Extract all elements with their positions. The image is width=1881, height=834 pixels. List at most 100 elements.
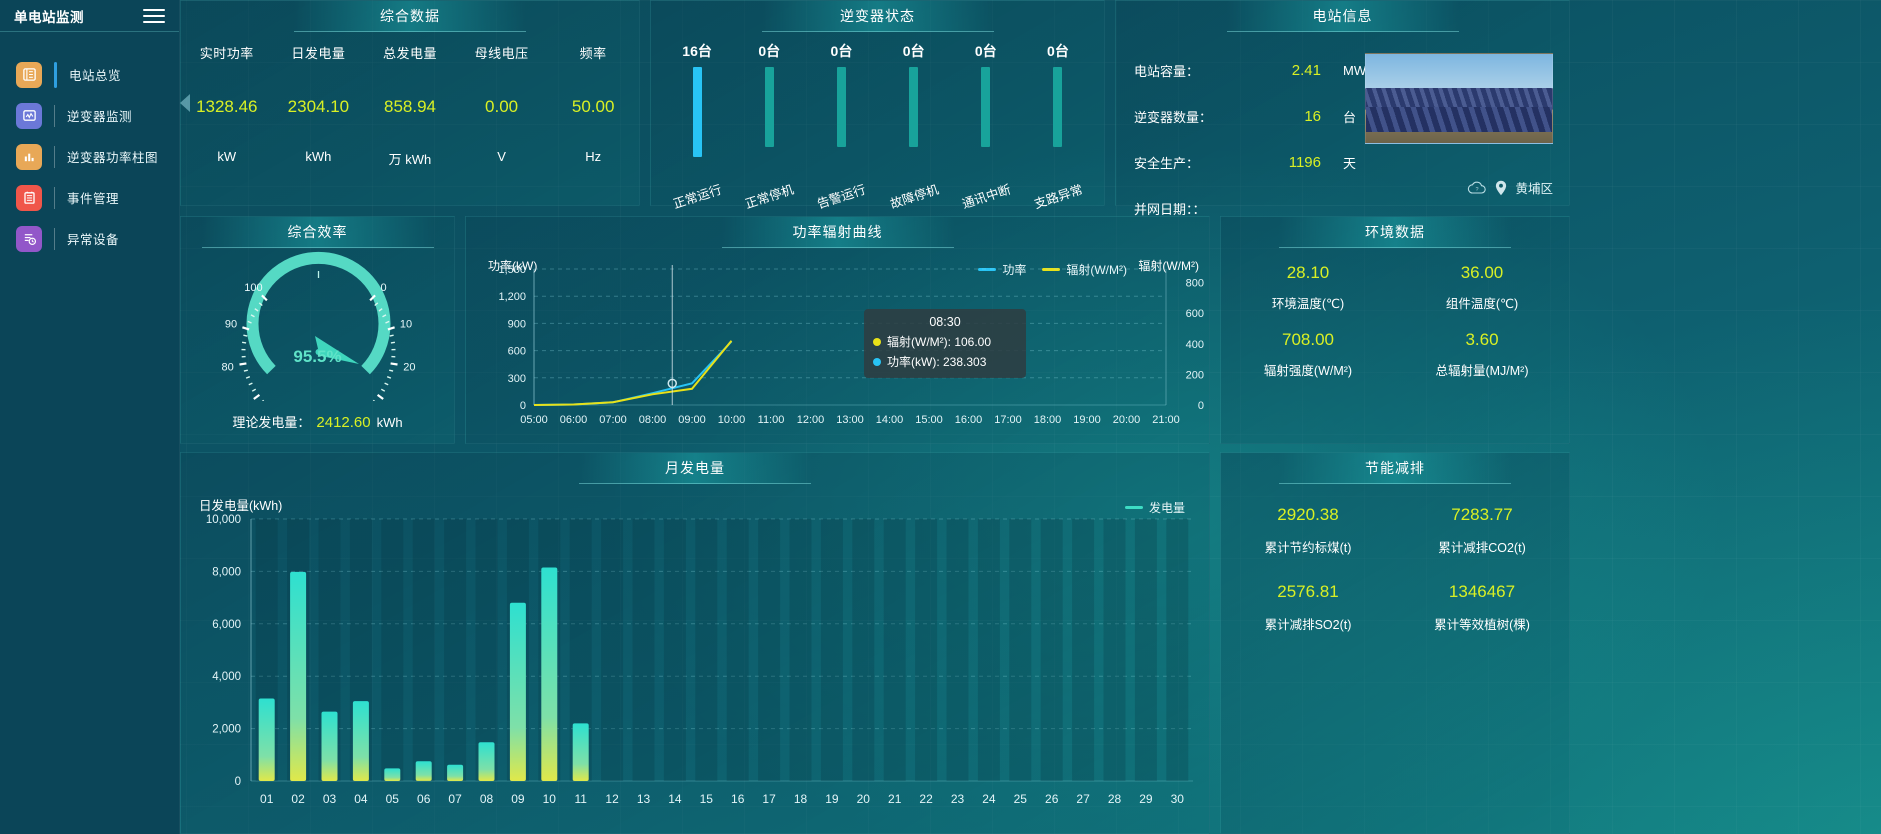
- savings-value: 7283.77: [1451, 505, 1513, 524]
- metric-value: 1328.46: [196, 97, 258, 116]
- tooltip-marker: [667, 378, 677, 389]
- svg-text:?: ?: [1476, 187, 1479, 193]
- column-band: [1009, 519, 1032, 781]
- column-band: [1134, 519, 1157, 781]
- main-content: 综合数据 实时功率 1328.46 kW 日发电量 2304.10 kWh 总发…: [180, 0, 1881, 834]
- x-tick-label: 18: [794, 792, 808, 806]
- sidebar-item-abnormal-device[interactable]: 异常设备: [0, 218, 179, 259]
- curve-legend[interactable]: 功率 辐射(W/M²): [978, 261, 1127, 278]
- x-tick-label: 26: [1045, 792, 1059, 806]
- row-key: 安全生产：: [1134, 155, 1200, 171]
- env-value: 708.00: [1282, 330, 1334, 349]
- x-tick-label: 16: [731, 792, 745, 806]
- sidebar-divider: [54, 186, 55, 209]
- x-tick-label: 17: [762, 792, 776, 806]
- x-tick-label: 20:00: [1113, 414, 1141, 426]
- column-band: [663, 519, 686, 781]
- collapse-arrow-icon[interactable]: [180, 94, 190, 112]
- env-label: 环境温度(℃): [1271, 297, 1345, 311]
- x-tick-label: 01: [260, 792, 274, 806]
- metric-label: 频率: [579, 46, 607, 61]
- inverter-bar-group[interactable]: 0台 通讯中断: [950, 41, 1022, 211]
- gauge-tick-label: 10: [400, 319, 412, 331]
- x-tick-label: 11:00: [758, 414, 785, 426]
- column-band: [726, 519, 749, 781]
- inverter-bar-group[interactable]: 16台 正常运行: [661, 41, 733, 211]
- bar: [509, 602, 526, 781]
- sidebar-divider: [54, 104, 55, 127]
- metric-unit: kW: [217, 149, 237, 164]
- inverter-bar-group[interactable]: 0台 正常停机: [733, 41, 805, 211]
- sidebar-item-event-management[interactable]: 事件管理: [0, 177, 179, 218]
- x-tick-label: 11: [574, 792, 587, 806]
- row-value: 1196: [1288, 153, 1321, 171]
- hamburger-menu-icon[interactable]: [143, 8, 165, 23]
- panel-title: 综合效率: [201, 217, 434, 248]
- inverter-label: 正常停机: [743, 182, 796, 212]
- metric-label: 母线电压: [474, 46, 529, 61]
- column-band: [915, 519, 938, 781]
- station-capacity-row: 电站容量： 2.41 MW: [1134, 47, 1394, 93]
- x-tick-label: 28: [1108, 792, 1122, 806]
- tooltip-text: 辐射(W/M²): 106.00: [887, 335, 992, 349]
- x-tick-label: 30: [1171, 792, 1185, 806]
- y2-tick-label: 0: [1198, 400, 1204, 412]
- bar: [541, 567, 558, 781]
- row-value: 16: [1304, 107, 1321, 125]
- comprehensive-data-panel: 综合数据 实时功率 1328.46 kW 日发电量 2304.10 kWh 总发…: [180, 0, 640, 206]
- inverter-bar-group[interactable]: 0台 支路异常: [1022, 41, 1094, 211]
- sidebar-item-inverter-power-bar[interactable]: 逆变器功率柱图: [0, 136, 179, 177]
- env-label: 辐射强度(W/M²): [1263, 364, 1353, 378]
- theoretical-label: 理论发电量：: [232, 415, 311, 430]
- savings-trees: 1346467 累计等效植树(棵): [1395, 582, 1569, 633]
- env-label: 组件温度(℃): [1445, 297, 1519, 311]
- inverter-label: 通讯中断: [960, 182, 1013, 212]
- metric-daily-generation: 日发电量 2304.10 kWh: [273, 43, 365, 168]
- x-tick-label: 25: [1014, 792, 1028, 806]
- metric-value: 50.00: [571, 97, 615, 116]
- column-band: [758, 519, 781, 781]
- savings-label: 累计减排CO2(t): [1438, 541, 1526, 555]
- y-axis-label: 日发电量(kWh): [199, 499, 283, 513]
- metric-realtime-power: 实时功率 1328.46 kW: [181, 43, 273, 168]
- x-tick-label: 07: [448, 792, 462, 806]
- bar: [352, 701, 369, 781]
- sidebar-item-inverter-monitor[interactable]: 逆变器监测: [0, 95, 179, 136]
- inverter-bar: [764, 67, 774, 147]
- x-tick-label: 15: [700, 792, 714, 806]
- inverter-bar: [909, 67, 919, 147]
- grid-connection-date-row: 并网日期：：: [1134, 185, 1394, 231]
- bar: [321, 711, 338, 781]
- inverter-label: 告警运行: [815, 182, 868, 212]
- y-tick-label: 300: [508, 373, 526, 385]
- metric-unit: 万 kWh: [388, 152, 432, 167]
- legend-power[interactable]: 功率: [978, 261, 1026, 278]
- y2-tick-label: 800: [1186, 278, 1204, 290]
- month-legend[interactable]: 发电量: [1124, 499, 1185, 516]
- savings-metrics: 2920.38 累计节约标煤(t) 7283.77 累计减排CO2(t) 257…: [1221, 505, 1569, 659]
- panel-title: 电站信息: [1226, 1, 1459, 32]
- legend-swatch: [1124, 506, 1143, 509]
- x-tick-label: 10: [543, 792, 557, 806]
- x-tick-label: 03: [323, 792, 337, 806]
- column-band: [601, 519, 624, 781]
- x-tick-label: 06: [417, 792, 431, 806]
- bar: [384, 768, 401, 781]
- inverter-bar-group[interactable]: 0台 故障停机: [878, 41, 950, 211]
- legend-irradiance[interactable]: 辐射(W/M²): [1042, 261, 1127, 278]
- sidebar-item-overview[interactable]: 电站总览: [0, 54, 179, 95]
- cloud-icon: ?: [1467, 181, 1487, 195]
- legend-label: 辐射(W/M²): [1066, 263, 1127, 277]
- tooltip-dot: [873, 337, 881, 346]
- panel-title: 功率辐射曲线: [721, 217, 954, 248]
- column-band: [789, 519, 812, 781]
- gauge-tick-label: 90: [225, 319, 237, 331]
- metric-label: 实时功率: [199, 46, 254, 61]
- inverter-bar-group[interactable]: 0台 告警运行: [805, 41, 877, 211]
- panel-title: 月发电量: [579, 453, 811, 484]
- bar-chart-icon: [16, 143, 42, 170]
- monthly-bar-chart: 0 2,000 4,000 6,000 8,000 10,000 01 02 03 04 05 06 0…: [206, 514, 1193, 806]
- bar: [415, 761, 432, 781]
- location-pin-icon: [1495, 180, 1507, 196]
- document-icon: [16, 61, 42, 88]
